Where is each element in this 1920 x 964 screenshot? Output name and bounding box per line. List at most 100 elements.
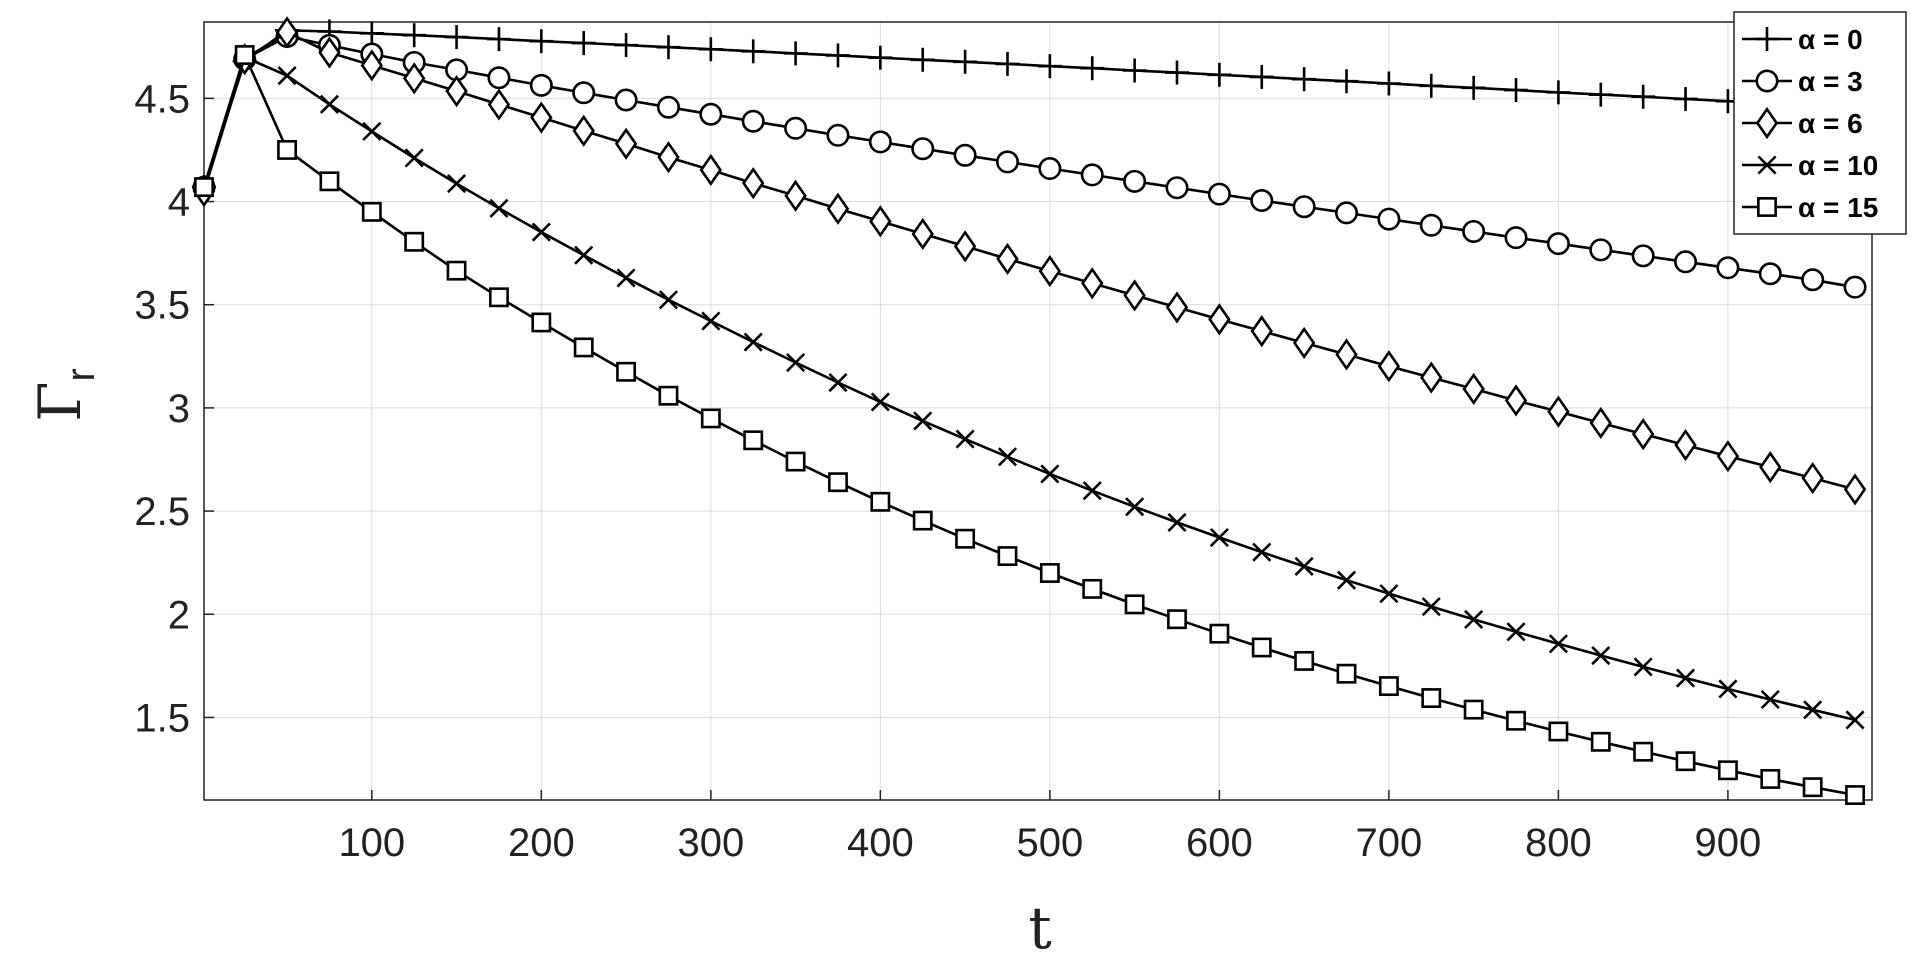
x-marker [574,245,594,265]
diamond-marker [1462,372,1485,405]
square-marker [1421,688,1442,708]
square-marker [1251,637,1272,658]
y-axis-label: Γr [26,368,103,422]
diamond-marker [1547,395,1570,428]
data-point [1292,67,1317,92]
circle-marker [699,102,723,126]
data-point [783,41,808,66]
data-point [362,121,382,141]
x-marker [1379,584,1399,604]
data-point [1334,69,1359,94]
data-point [1843,275,1867,299]
data-point [1803,700,1823,720]
data-point [1590,731,1611,752]
data-point [996,242,1019,275]
series-x [194,47,1865,730]
data-point [869,205,892,238]
x-marker [1757,155,1777,175]
data-point [828,472,848,493]
circle-marker [1250,189,1274,213]
x-marker [1252,542,1272,562]
square-marker [997,546,1018,567]
data-point [1038,157,1062,181]
x-marker [1675,668,1696,688]
diamond-marker [1250,315,1273,348]
data-point [955,528,976,549]
data-point [616,361,637,382]
circle-marker [1843,275,1867,299]
square-marker [1167,609,1187,630]
x-tick-label: 700 [1356,821,1423,865]
data-point [404,148,424,168]
data-point [318,36,341,69]
data-point [614,88,638,112]
x-marker [1506,622,1526,642]
data-point [870,491,891,512]
diamond-marker [742,167,765,200]
series-line [202,35,1856,289]
diamond-marker [403,62,426,95]
data-point [1420,361,1443,394]
x-marker [319,94,339,114]
data-point [1506,710,1526,731]
data-point [319,94,339,114]
data-point [1462,219,1486,243]
data-point [234,45,255,65]
circle-marker [1755,69,1779,93]
data-point [1591,645,1611,666]
diamond-marker [1292,326,1316,359]
data-point [574,245,594,265]
data-point [1504,78,1529,103]
series-plus [192,18,1868,200]
data-point [997,546,1018,567]
square-marker [361,201,382,222]
x-marker [447,174,467,194]
data-point [446,260,467,281]
data-point [1378,676,1399,697]
data-point [1167,609,1187,630]
data-point [447,174,467,194]
data-point [1755,69,1779,93]
diamond-marker [1631,418,1655,451]
data-point [1038,255,1062,288]
data-point [953,230,977,263]
legend-entry: α = 15 [1742,192,1878,223]
data-point [1208,303,1231,336]
square-marker [1039,563,1060,583]
diamond-marker [487,88,511,121]
square-marker [404,231,425,252]
diamond-marker [699,153,723,187]
square-marker [1717,760,1738,781]
square-marker [700,408,721,429]
legend-label: α = 0 [1798,24,1863,55]
diamond-marker [1081,267,1104,300]
diamond-marker [1801,461,1824,495]
x-marker [1591,645,1611,666]
data-point [1718,679,1738,699]
data-point [995,51,1020,76]
legend-label: α = 15 [1798,192,1878,223]
data-point [319,171,340,192]
legend-entry: α = 0 [1742,24,1863,55]
data-point [1548,634,1568,654]
diamond-marker [572,114,595,147]
data-point [1082,578,1103,599]
square-marker [1633,741,1654,762]
circle-marker [487,66,511,90]
square-marker [531,312,552,333]
y-axis-label-sub: r [59,368,103,381]
data-point [487,66,511,90]
data-point [1757,197,1777,217]
x-marker [1803,700,1823,720]
square-marker [1209,623,1230,644]
x-marker [701,311,721,331]
data-point [1506,622,1526,642]
data-point [1801,461,1824,495]
data-point [1167,512,1187,532]
diamond-marker [1377,350,1401,383]
diamond-marker [996,242,1019,275]
y-tick-label: 1.5 [134,696,190,740]
data-point [742,167,765,200]
data-point [1633,657,1653,677]
